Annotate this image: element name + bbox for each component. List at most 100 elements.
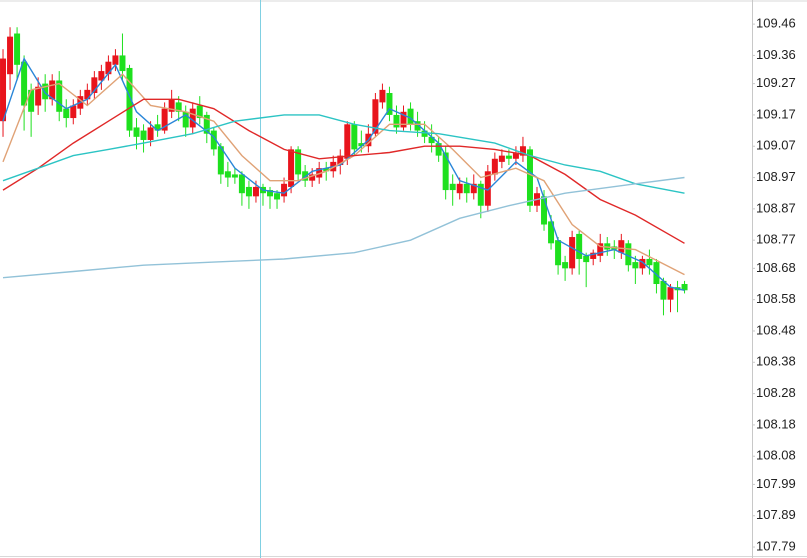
y-tick-label: 108.08: [756, 448, 796, 463]
candle-body: [667, 287, 674, 300]
candle-body: [386, 93, 393, 115]
candle-body: [569, 237, 576, 269]
y-tick-label: 109.46: [756, 16, 796, 31]
candle-body: [252, 186, 259, 197]
y-tick-label: 108.97: [756, 169, 796, 184]
candle-body: [470, 183, 477, 194]
candle-body: [576, 233, 583, 259]
y-tick-label: 107.89: [756, 507, 796, 522]
candle-body: [35, 86, 42, 106]
candle-body: [491, 158, 498, 175]
candle-body: [238, 174, 245, 194]
candle-body: [49, 80, 56, 100]
candle-body: [28, 89, 35, 112]
candle-body: [316, 168, 323, 178]
candle-body: [70, 105, 77, 119]
candle-body: [414, 121, 421, 131]
candle-body: [477, 183, 484, 206]
candle-body: [56, 80, 63, 112]
candle-body: [597, 243, 604, 256]
candle-body: [203, 114, 210, 134]
candle-body: [14, 33, 21, 65]
y-tick-label: 108.58: [756, 291, 796, 306]
candle-body: [98, 71, 105, 81]
y-tick-label: 109.17: [756, 106, 796, 121]
candle-body: [625, 243, 632, 266]
candle-body: [281, 183, 288, 197]
candle-body: [231, 174, 238, 178]
candle-body: [63, 108, 70, 119]
candle-body: [407, 108, 414, 125]
candle-body: [337, 155, 344, 166]
candle-body: [639, 258, 646, 269]
candle-body: [182, 111, 189, 128]
candle-body: [0, 58, 7, 122]
candle-body: [505, 155, 512, 159]
candle-body: [400, 111, 407, 128]
candle-body: [147, 127, 154, 140]
candle-body: [161, 108, 168, 131]
y-tick-label: 109.36: [756, 47, 796, 62]
candle-body: [133, 127, 140, 137]
candle-body: [344, 124, 351, 159]
candle-body: [126, 67, 133, 131]
moving-average-line: [2, 56, 685, 291]
candle-body: [498, 155, 505, 162]
y-tick-label: 107.79: [756, 538, 796, 553]
candle-body: [449, 183, 456, 191]
candle-body: [519, 146, 526, 156]
candle-body: [245, 186, 252, 197]
candle-body: [541, 196, 548, 225]
candle-body: [463, 183, 470, 194]
plot-area: [0, 27, 688, 316]
candle-body: [646, 258, 653, 266]
candle-body: [154, 124, 161, 131]
moving-average-line: [2, 114, 685, 194]
candle-body: [7, 36, 14, 75]
candle-body: [526, 149, 533, 206]
y-tick-label: 108.77: [756, 232, 796, 247]
y-tick-label: 108.48: [756, 322, 796, 337]
candle-body: [224, 171, 231, 178]
candle-body: [105, 61, 112, 75]
moving-average-line: [2, 176, 685, 279]
candle-body: [590, 252, 597, 259]
candle-body: [484, 171, 491, 206]
candle-body: [84, 89, 91, 100]
candle-body: [112, 55, 119, 65]
candle-body: [189, 108, 196, 128]
candle-body: [358, 143, 365, 147]
candle-body: [323, 168, 330, 172]
y-tick-label: 107.99: [756, 476, 796, 491]
y-tick-label: 109.27: [756, 75, 796, 90]
candle-body: [428, 136, 435, 144]
candle-body: [632, 262, 639, 269]
candle-body: [351, 124, 358, 150]
y-tick-label: 108.87: [756, 200, 796, 215]
candle-body: [372, 99, 379, 134]
candle-body: [393, 114, 400, 128]
candle-body: [210, 130, 217, 150]
candle-body: [660, 280, 667, 300]
y-tick-label: 108.38: [756, 354, 796, 369]
candle-body: [435, 143, 442, 156]
candle-body: [196, 105, 203, 119]
candle-body: [175, 102, 182, 112]
candle-body: [583, 255, 590, 263]
candle-body: [562, 262, 569, 269]
candle-body: [681, 284, 688, 291]
candle-body: [421, 130, 428, 137]
candle-body: [309, 174, 316, 181]
y-tick-label: 109.07: [756, 138, 796, 153]
candle-body: [442, 152, 449, 191]
candle-body: [548, 221, 555, 244]
candle-body: [512, 152, 519, 159]
candle-body: [295, 149, 302, 175]
candle-body: [217, 146, 224, 175]
candle-body: [91, 77, 98, 93]
candle-body: [379, 89, 386, 103]
candle-body: [653, 262, 660, 285]
candle-body: [288, 149, 295, 187]
